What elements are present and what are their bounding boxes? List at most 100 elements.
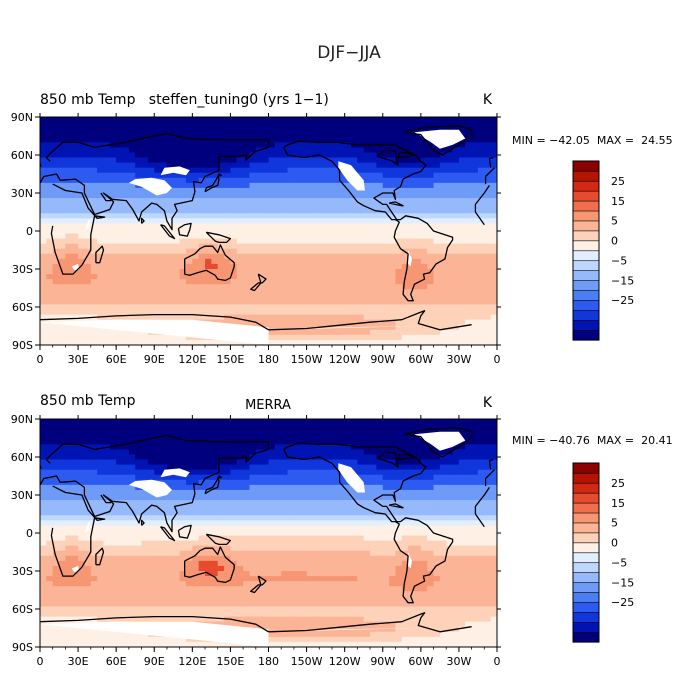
field-cell: [427, 505, 435, 511]
field-cell: [331, 324, 339, 331]
field-cell: [344, 258, 352, 265]
field-cell: [52, 530, 60, 537]
field-cell: [319, 289, 327, 295]
field-cell: [281, 339, 289, 345]
field-cell: [363, 419, 371, 425]
field-cell: [401, 127, 409, 133]
field-cell: [217, 520, 225, 526]
field-cell: [40, 449, 47, 456]
field-cell: [224, 157, 232, 164]
field-cell: [185, 309, 193, 316]
field-cell: [268, 187, 276, 194]
field-cell: [363, 284, 371, 290]
field-cell: [198, 289, 206, 295]
field-cell: [408, 469, 416, 476]
field-cell: [236, 208, 244, 214]
field-cell: [389, 274, 397, 280]
field-cell: [452, 122, 460, 128]
field-cell: [154, 263, 162, 270]
field-cell: [370, 233, 378, 240]
field-cell: [255, 152, 263, 159]
field-cell: [52, 464, 60, 471]
field-cell: [198, 132, 206, 138]
field-cell: [147, 218, 155, 224]
field-cell: [185, 187, 193, 194]
field-cell: [262, 177, 270, 184]
field-cell: [84, 147, 92, 154]
field-cell: [243, 419, 251, 425]
field-cell: [351, 424, 358, 430]
field-cell: [446, 243, 454, 250]
field-cell: [268, 182, 276, 189]
field-cell: [97, 203, 105, 209]
field-cell: [477, 500, 485, 506]
field-cell: [363, 294, 371, 300]
field-cell: [300, 117, 308, 123]
field-cell: [325, 334, 333, 341]
field-cell: [224, 218, 232, 224]
field-cell: [471, 474, 479, 481]
field-cell: [433, 253, 441, 260]
field-cell: [97, 469, 105, 476]
field-cell: [446, 122, 454, 128]
field-cell: [395, 434, 403, 440]
field-cell: [255, 198, 263, 204]
field-cell: [268, 162, 276, 169]
field-cell: [65, 334, 73, 341]
field-cell: [319, 142, 327, 148]
field-cell: [103, 419, 111, 425]
field-cell: [465, 334, 473, 341]
field-cell: [293, 500, 301, 506]
field-cell: [376, 309, 384, 316]
field-cell: [452, 182, 460, 189]
field-cell: [84, 520, 92, 526]
field-cell: [471, 147, 479, 154]
field-cell: [46, 274, 54, 280]
field-cell: [166, 515, 174, 521]
field-cell: [420, 339, 428, 345]
field-cell: [484, 172, 492, 179]
field-cell: [128, 434, 136, 440]
field-cell: [325, 223, 333, 230]
field-cell: [46, 479, 54, 486]
field-cell: [376, 500, 384, 506]
field-cell: [293, 152, 301, 159]
field-cell: [141, 127, 149, 133]
field-cell: [281, 152, 289, 159]
field-cell: [287, 193, 295, 199]
field-cell: [46, 489, 54, 496]
field-cell: [116, 469, 124, 476]
field-cell: [274, 137, 282, 143]
field-cell: [116, 515, 124, 521]
field-cell: [427, 258, 435, 265]
field-cell: [65, 253, 73, 260]
field-cell: [71, 464, 79, 471]
field-cell: [274, 142, 282, 148]
field-cell: [40, 284, 47, 290]
field-cell: [389, 152, 397, 159]
field-cell: [128, 464, 136, 471]
field-cell: [224, 294, 232, 300]
field-cell: [490, 218, 497, 224]
field-cell: [160, 142, 168, 148]
field-cell: [217, 248, 225, 255]
field-cell: [84, 248, 92, 255]
field-cell: [255, 525, 263, 532]
field-cell: [338, 142, 346, 148]
field-cell: [395, 469, 403, 476]
field-cell: [128, 193, 136, 199]
field-cell: [192, 182, 200, 189]
field-cell: [325, 324, 333, 331]
field-cell: [71, 419, 79, 425]
field-cell: [325, 510, 333, 516]
field-cell: [166, 279, 174, 285]
field-cell: [192, 238, 200, 245]
field-cell: [414, 269, 422, 275]
field-cell: [262, 454, 270, 461]
field-cell: [160, 474, 168, 481]
field-cell: [116, 132, 124, 138]
field-cell: [97, 162, 105, 169]
field-cell: [338, 419, 346, 425]
field-cell: [319, 238, 327, 245]
field-cell: [312, 243, 320, 250]
